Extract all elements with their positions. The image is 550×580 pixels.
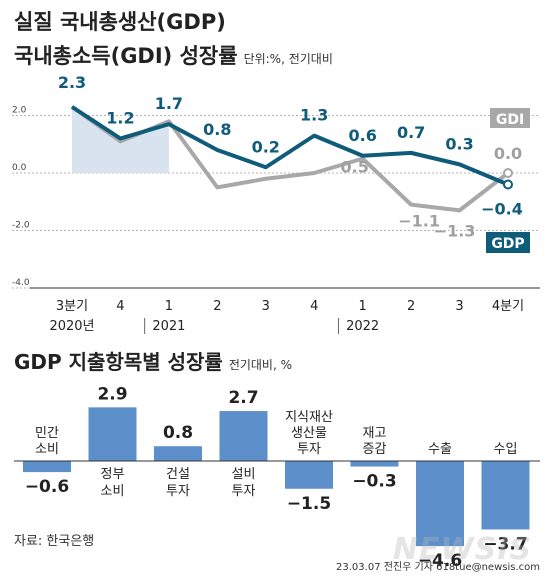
bar-category-label: 투자 bbox=[297, 442, 321, 457]
bar-value-label: 2.7 bbox=[228, 388, 258, 408]
gdi-data-label: 0.0 bbox=[494, 144, 522, 163]
bar bbox=[285, 461, 333, 489]
x-tick-label: 2 bbox=[407, 299, 415, 314]
bar-category-label: 건설 bbox=[166, 467, 190, 482]
gdp-legend-label: GDP bbox=[491, 236, 524, 252]
gdp-data-label: −0.4 bbox=[481, 200, 523, 219]
x-tick-label: 3분기 bbox=[56, 299, 88, 314]
gdp-legend-box: GDP bbox=[486, 232, 530, 253]
gdp-data-label: 1.3 bbox=[300, 106, 328, 125]
gdp-data-label: 0.6 bbox=[348, 126, 376, 145]
bar bbox=[154, 446, 202, 461]
y-tick-label: 2.0 bbox=[12, 106, 27, 116]
y-tick-label: -2.0 bbox=[12, 221, 30, 231]
y-tick-label: 0.0 bbox=[12, 163, 27, 173]
x-tick-label: 4 bbox=[310, 299, 318, 314]
bar bbox=[350, 461, 399, 467]
x-tick-label: 2 bbox=[213, 299, 221, 314]
gdp-data-label: 1.2 bbox=[106, 109, 134, 128]
bar-category-label: 정부 bbox=[101, 467, 125, 482]
year-label: 2021 bbox=[152, 319, 185, 334]
gdp-data-label: 0.8 bbox=[203, 120, 231, 139]
gdi-data-label: −1.1 bbox=[398, 212, 440, 231]
year-label: 2022 bbox=[346, 319, 379, 334]
bar-category-label: 증감 bbox=[363, 442, 387, 457]
y-tick-label: -4.0 bbox=[12, 278, 30, 288]
bar bbox=[481, 461, 530, 530]
bar-title-text: GDP 지출항목별 성장률 bbox=[14, 350, 223, 374]
bar-category-label: 생산물 bbox=[291, 426, 327, 441]
bar bbox=[88, 407, 137, 461]
gdi-legend-label: GDI bbox=[496, 112, 524, 128]
bar-category-label: 수입 bbox=[494, 442, 518, 457]
gdi-legend-box: GDI bbox=[490, 108, 530, 128]
bar-category-label: 투자 bbox=[166, 484, 190, 499]
x-tick-label: 3 bbox=[455, 299, 463, 314]
gdi-data-label: 0.5 bbox=[340, 158, 368, 177]
chart-title-line1: 실질 국내총생산(GDP) bbox=[14, 10, 226, 34]
gdp-data-label: 0.2 bbox=[252, 137, 280, 156]
bar-unit-label: 전기대비, % bbox=[228, 358, 293, 372]
bar-category-label: 투자 bbox=[232, 484, 256, 499]
chart-title-line2: 국내총소득(GDI) 성장률 단위:%, 전기대비 bbox=[14, 40, 333, 70]
bar-value-label: −1.5 bbox=[287, 494, 331, 514]
gdp-series-line bbox=[70, 105, 509, 187]
bar bbox=[219, 411, 268, 461]
year-label: 2020년 bbox=[49, 319, 94, 334]
bar-category-label: 민간 bbox=[35, 426, 59, 441]
gdp-end-point bbox=[503, 179, 513, 190]
bar-value-label: 2.9 bbox=[97, 384, 127, 404]
gdp-data-label: 1.7 bbox=[155, 94, 183, 113]
title-line2-text: 국내총소득(GDI) 성장률 bbox=[14, 44, 238, 68]
credit-label: 23.03.07 전진우 기자 618tue@newsis.com bbox=[336, 562, 540, 573]
gdi-data-label: −1.3 bbox=[434, 221, 476, 240]
bar-category-label: 수출 bbox=[428, 442, 452, 457]
bar-chart-title: GDP 지출항목별 성장률 전기대비, % bbox=[14, 346, 292, 375]
gdi-legend-bg bbox=[490, 108, 530, 128]
bar-category-label: 소비 bbox=[35, 442, 59, 457]
x-tick-label: 1 bbox=[165, 299, 173, 314]
x-tick-label: 3 bbox=[262, 299, 270, 314]
gdp-data-label: 0.3 bbox=[445, 134, 473, 153]
bar-value-label: −0.3 bbox=[352, 472, 396, 492]
bar-category-label: 재고 bbox=[363, 426, 387, 441]
x-tick-label: 4 bbox=[116, 299, 124, 314]
gdi-end-point bbox=[503, 168, 513, 178]
unit-label: 단위:%, 전기대비 bbox=[243, 52, 333, 66]
source-label: 자료: 한국은행 bbox=[14, 534, 95, 549]
bar-value-label: 0.8 bbox=[163, 423, 193, 443]
bar-category-label: 설비 bbox=[232, 467, 256, 482]
x-tick-label: 1 bbox=[359, 299, 367, 314]
gdp-legend-bg bbox=[486, 232, 530, 253]
gdp-gdi-line-chart: 2.0 0.0 -2.0 -4.0 3분기 4 1 2 3 4 1 2 3 4분기 2020년 2021 202… bbox=[12, 73, 540, 334]
gdp-data-label: 0.7 bbox=[397, 123, 425, 142]
x-tick-label: 4분기 bbox=[492, 299, 524, 314]
watermark-logo: NEWSIS bbox=[392, 532, 532, 567]
gdp-data-label: 2.3 bbox=[58, 73, 86, 92]
bar bbox=[23, 461, 71, 473]
bar-category-label: 소비 bbox=[101, 484, 125, 499]
bar-category-label: 지식재산 bbox=[285, 410, 333, 425]
bar-value-label: −0.6 bbox=[25, 477, 69, 497]
